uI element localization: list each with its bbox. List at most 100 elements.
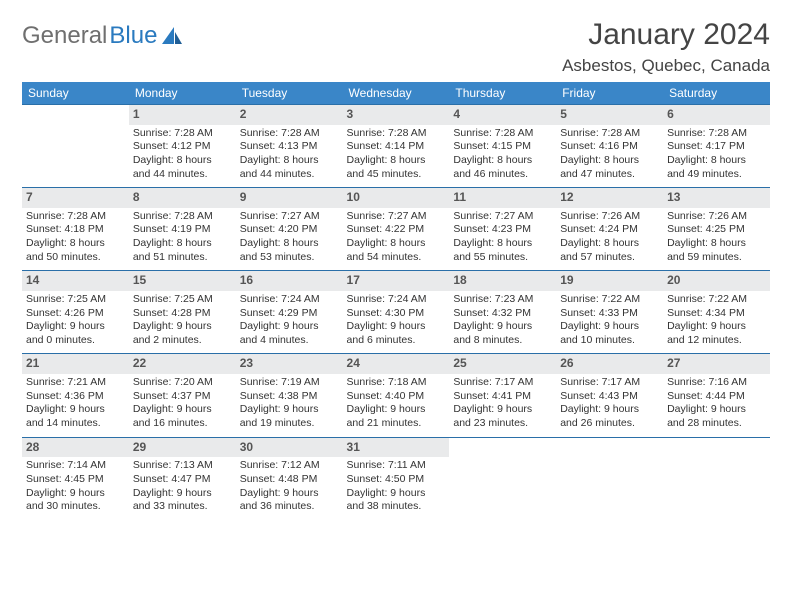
day-number: 16 [236,271,343,291]
day-body [663,457,770,517]
day-body: Sunrise: 7:28 AMSunset: 4:17 PMDaylight:… [663,125,770,188]
calendar-cell: 13Sunrise: 7:26 AMSunset: 4:25 PMDayligh… [663,188,770,271]
calendar-row: 7Sunrise: 7:28 AMSunset: 4:18 PMDaylight… [22,188,770,271]
day-day1: Daylight: 8 hours [133,154,232,168]
day-body [556,457,663,517]
day-day2: and 53 minutes. [240,251,339,265]
calendar-cell: 14Sunrise: 7:25 AMSunset: 4:26 PMDayligh… [22,271,129,354]
day-sunset: Sunset: 4:43 PM [560,390,659,404]
day-day1: Daylight: 8 hours [453,154,552,168]
day-body: Sunrise: 7:23 AMSunset: 4:32 PMDaylight:… [449,291,556,354]
day-sunset: Sunset: 4:15 PM [453,140,552,154]
calendar-cell: 12Sunrise: 7:26 AMSunset: 4:24 PMDayligh… [556,188,663,271]
day-number: 1 [129,105,236,125]
day-sunset: Sunset: 4:41 PM [453,390,552,404]
day-body: Sunrise: 7:24 AMSunset: 4:30 PMDaylight:… [343,291,450,354]
calendar-cell: 31Sunrise: 7:11 AMSunset: 4:50 PMDayligh… [343,437,450,520]
day-body: Sunrise: 7:28 AMSunset: 4:15 PMDaylight:… [449,125,556,188]
calendar-table: SundayMondayTuesdayWednesdayThursdayFrid… [22,82,770,520]
calendar-head: SundayMondayTuesdayWednesdayThursdayFrid… [22,82,770,105]
day-sunset: Sunset: 4:50 PM [347,473,446,487]
day-body: Sunrise: 7:13 AMSunset: 4:47 PMDaylight:… [129,457,236,520]
day-number: 18 [449,271,556,291]
day-day2: and 44 minutes. [133,168,232,182]
title-block: January 2024 Asbestos, Quebec, Canada [562,18,770,76]
day-day2: and 23 minutes. [453,417,552,431]
weekday-row: SundayMondayTuesdayWednesdayThursdayFrid… [22,82,770,105]
calendar-cell: 7Sunrise: 7:28 AMSunset: 4:18 PMDaylight… [22,188,129,271]
day-day2: and 44 minutes. [240,168,339,182]
calendar-cell [449,437,556,520]
day-day2: and 33 minutes. [133,500,232,514]
day-number: 6 [663,105,770,125]
day-body: Sunrise: 7:27 AMSunset: 4:20 PMDaylight:… [236,208,343,271]
day-body: Sunrise: 7:16 AMSunset: 4:44 PMDaylight:… [663,374,770,437]
day-day1: Daylight: 9 hours [133,403,232,417]
calendar-cell: 29Sunrise: 7:13 AMSunset: 4:47 PMDayligh… [129,437,236,520]
day-day1: Daylight: 8 hours [133,237,232,251]
day-day1: Daylight: 8 hours [667,237,766,251]
day-number: 30 [236,438,343,458]
day-number: 9 [236,188,343,208]
day-sunrise: Sunrise: 7:28 AM [560,127,659,141]
day-body: Sunrise: 7:19 AMSunset: 4:38 PMDaylight:… [236,374,343,437]
day-number [449,438,556,458]
day-number [556,438,663,458]
day-sunset: Sunset: 4:40 PM [347,390,446,404]
day-number: 14 [22,271,129,291]
day-sunrise: Sunrise: 7:22 AM [560,293,659,307]
logo: GeneralBlue [22,18,183,50]
day-number: 2 [236,105,343,125]
day-day2: and 26 minutes. [560,417,659,431]
day-body: Sunrise: 7:27 AMSunset: 4:22 PMDaylight:… [343,208,450,271]
day-sunrise: Sunrise: 7:18 AM [347,376,446,390]
day-day2: and 4 minutes. [240,334,339,348]
day-day2: and 30 minutes. [26,500,125,514]
day-sunset: Sunset: 4:23 PM [453,223,552,237]
day-day1: Daylight: 8 hours [240,237,339,251]
day-day2: and 0 minutes. [26,334,125,348]
calendar-cell: 9Sunrise: 7:27 AMSunset: 4:20 PMDaylight… [236,188,343,271]
calendar-cell: 21Sunrise: 7:21 AMSunset: 4:36 PMDayligh… [22,354,129,437]
day-body: Sunrise: 7:25 AMSunset: 4:28 PMDaylight:… [129,291,236,354]
day-body: Sunrise: 7:20 AMSunset: 4:37 PMDaylight:… [129,374,236,437]
day-sunset: Sunset: 4:30 PM [347,307,446,321]
calendar-body: 1Sunrise: 7:28 AMSunset: 4:12 PMDaylight… [22,105,770,520]
day-day2: and 6 minutes. [347,334,446,348]
day-sunrise: Sunrise: 7:27 AM [453,210,552,224]
day-sunrise: Sunrise: 7:12 AM [240,459,339,473]
day-sunset: Sunset: 4:18 PM [26,223,125,237]
day-day2: and 55 minutes. [453,251,552,265]
day-sunrise: Sunrise: 7:27 AM [240,210,339,224]
day-sunset: Sunset: 4:24 PM [560,223,659,237]
day-sunset: Sunset: 4:32 PM [453,307,552,321]
day-sunset: Sunset: 4:22 PM [347,223,446,237]
calendar-cell: 4Sunrise: 7:28 AMSunset: 4:15 PMDaylight… [449,105,556,188]
calendar-cell: 6Sunrise: 7:28 AMSunset: 4:17 PMDaylight… [663,105,770,188]
day-day2: and 45 minutes. [347,168,446,182]
calendar-cell [556,437,663,520]
calendar-cell: 27Sunrise: 7:16 AMSunset: 4:44 PMDayligh… [663,354,770,437]
day-sunrise: Sunrise: 7:21 AM [26,376,125,390]
day-number: 28 [22,438,129,458]
day-sunset: Sunset: 4:13 PM [240,140,339,154]
day-day1: Daylight: 8 hours [453,237,552,251]
day-day1: Daylight: 8 hours [347,154,446,168]
day-sunset: Sunset: 4:36 PM [26,390,125,404]
day-sunrise: Sunrise: 7:17 AM [453,376,552,390]
calendar-cell: 15Sunrise: 7:25 AMSunset: 4:28 PMDayligh… [129,271,236,354]
calendar-cell: 3Sunrise: 7:28 AMSunset: 4:14 PMDaylight… [343,105,450,188]
day-day2: and 36 minutes. [240,500,339,514]
day-body [22,125,129,185]
day-sunset: Sunset: 4:16 PM [560,140,659,154]
day-number: 15 [129,271,236,291]
day-day2: and 54 minutes. [347,251,446,265]
day-day2: and 28 minutes. [667,417,766,431]
day-day2: and 47 minutes. [560,168,659,182]
day-sunrise: Sunrise: 7:28 AM [453,127,552,141]
day-number: 29 [129,438,236,458]
day-sunrise: Sunrise: 7:19 AM [240,376,339,390]
day-day2: and 19 minutes. [240,417,339,431]
day-sunset: Sunset: 4:45 PM [26,473,125,487]
day-sunrise: Sunrise: 7:20 AM [133,376,232,390]
